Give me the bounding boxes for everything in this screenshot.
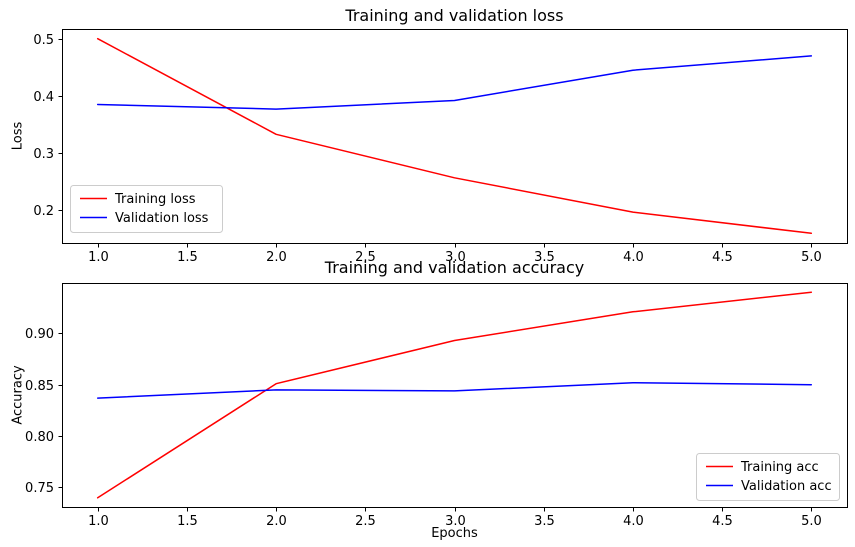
training-acc-line	[96, 291, 813, 499]
x-tick-label: 4.5	[712, 514, 733, 529]
legend-label: Validation acc	[741, 479, 832, 494]
x-tick-label: 2.5	[355, 514, 376, 529]
y-tick-label: 0.2	[33, 204, 54, 219]
legend-label: Training loss	[114, 192, 196, 207]
loss-chart-title: Training and validation loss	[345, 6, 564, 25]
y-tick-label: 0.90	[25, 327, 54, 342]
x-tick-label: 1.0	[88, 514, 109, 529]
legend-box	[696, 453, 840, 501]
validation-loss-line	[96, 55, 813, 110]
x-tick-label: 2.5	[355, 250, 376, 265]
accuracy-chart-title: Training and validation accuracy	[324, 258, 585, 277]
training-loss-line	[96, 37, 813, 235]
validation-acc-line	[96, 381, 813, 399]
legend-label: Training acc	[740, 460, 819, 475]
y-tick-label: 0.85	[25, 379, 54, 394]
x-tick-label: 4.0	[623, 514, 644, 529]
x-tick-label: 5.0	[801, 514, 822, 529]
x-tick-label: 1.5	[177, 514, 198, 529]
x-tick-label: 4.0	[623, 250, 644, 265]
x-axis-label: Epochs	[431, 526, 478, 541]
legend-label: Validation loss	[115, 211, 209, 226]
y-tick-label: 0.3	[33, 147, 54, 162]
accuracy-plot-area: 1.0 1.5 2.0 2.5 3.0 3.5 4.0 4.5 5.0 0.75 0.80 0.85 0…	[25, 283, 848, 529]
x-tick-label: 3.5	[534, 514, 555, 529]
x-tick-label: 2.0	[266, 514, 287, 529]
x-tick-label: 5.0	[801, 250, 822, 265]
y-tick-label: 0.80	[25, 430, 54, 445]
x-tick-label: 3.0	[445, 514, 466, 529]
accuracy-y-axis-label: Accuracy	[10, 365, 26, 425]
y-tick-label: 0.4	[33, 90, 54, 105]
x-tick-label: 1.5	[177, 250, 198, 265]
legend-box	[70, 185, 223, 233]
x-tick-label: 1.0	[88, 250, 109, 265]
y-tick-label: 0.75	[25, 481, 54, 496]
x-tick-label: 2.0	[266, 250, 287, 265]
loss-y-axis-label: Loss	[10, 121, 26, 151]
x-tick-label: 4.5	[712, 250, 733, 265]
x-tick-label: 3.5	[534, 250, 555, 265]
x-tick-label: 3.0	[445, 250, 466, 265]
loss-plot-area: 1.0 1.5 2.0 2.5 3.0 3.5 4.0 4.5 5.0 0.2 0.3 0.4 0.5 T…	[33, 29, 848, 265]
y-tick-label: 0.5	[33, 33, 54, 48]
